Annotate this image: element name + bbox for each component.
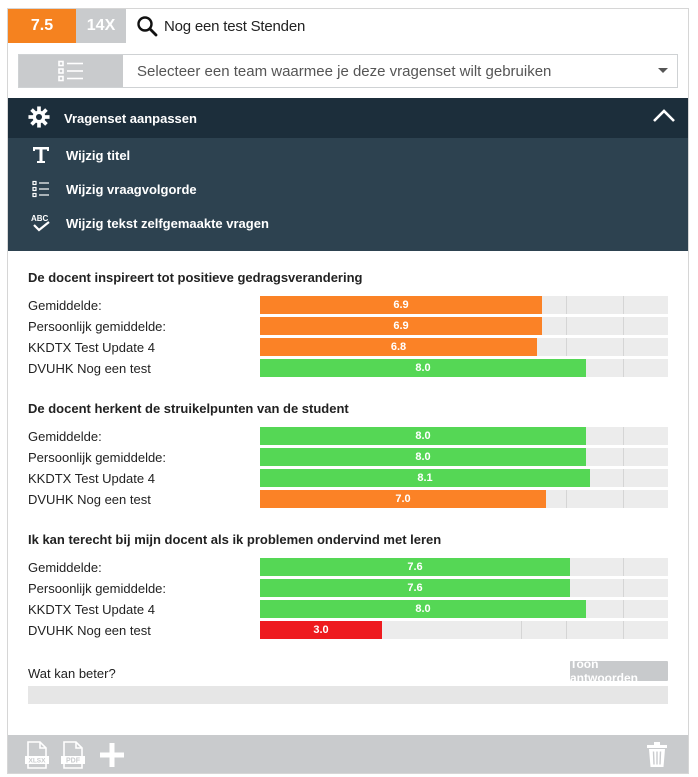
menu-item-edit-order[interactable]: Wijzig vraagvolgorde xyxy=(8,172,688,206)
list-order-icon xyxy=(30,180,52,198)
bar-gridline xyxy=(623,427,624,445)
score-bar-fill: 8.0 xyxy=(260,448,586,466)
row-label: Gemiddelde: xyxy=(28,429,102,444)
score-bar-fill: 6.9 xyxy=(260,317,542,335)
score-bar-fill: 6.9 xyxy=(260,296,542,314)
pdf-label: PDF xyxy=(66,758,81,765)
row-label: Persoonlijk gemiddelde: xyxy=(28,450,167,465)
bar-gridline xyxy=(623,579,624,597)
question-title: De docent inspireert tot positieve gedra… xyxy=(28,270,363,285)
score-bar: 7.6 xyxy=(260,558,668,576)
team-select-placeholder: Selecteer een team waarmee je deze vrage… xyxy=(137,62,552,80)
bar-gridline xyxy=(623,621,624,639)
answers-box xyxy=(28,686,668,704)
bar-gridline xyxy=(623,317,624,335)
abc-spellcheck-icon: ABC xyxy=(30,213,52,233)
pdf-export-icon[interactable]: PDF xyxy=(60,741,86,769)
score-bar-fill: 8.0 xyxy=(260,359,586,377)
show-answers-button[interactable]: Toon antwoorden xyxy=(570,657,668,685)
menu-item-label: Wijzig tekst zelfgemaakte vragen xyxy=(66,215,269,231)
score-bar: 6.9 xyxy=(260,296,668,314)
text-t-icon xyxy=(30,146,52,164)
bar-gridline xyxy=(623,600,624,618)
score-bar-fill: 6.8 xyxy=(260,338,537,356)
menu-item-edit-title[interactable]: Wijzig titel xyxy=(8,138,688,172)
list-icon xyxy=(19,55,123,87)
bar-gridline xyxy=(623,359,624,377)
bar-gridline xyxy=(623,490,624,508)
menu-item-edit-custom-text[interactable]: ABC Wijzig tekst zelfgemaakte vragen xyxy=(8,206,688,240)
score-bar: 8.0 xyxy=(260,600,668,618)
settings-toggle[interactable]: Vragenset aanpassen xyxy=(8,98,688,138)
open-question-label: Wat kan beter? xyxy=(28,666,116,681)
score-badge: 7.5 xyxy=(8,9,76,43)
row-label: KKDTX Test Update 4 xyxy=(28,602,155,617)
xlsx-export-icon[interactable]: XLSX xyxy=(24,741,50,769)
question-title: Ik kan terecht bij mijn docent als ik pr… xyxy=(28,532,442,547)
bar-gridline xyxy=(566,621,567,639)
score-bar-fill: 7.6 xyxy=(260,558,570,576)
chevron-down-icon xyxy=(649,68,677,74)
trash-icon[interactable] xyxy=(644,741,670,769)
score-bar-fill: 3.0 xyxy=(260,621,382,639)
xlsx-label: XLSX xyxy=(29,758,47,765)
response-count-badge: 14X xyxy=(76,9,126,43)
bar-gridline xyxy=(566,296,567,314)
bar-gridline xyxy=(566,317,567,335)
score-bar: 6.8 xyxy=(260,338,668,356)
score-bar: 6.9 xyxy=(260,317,668,335)
bar-gridline xyxy=(623,558,624,576)
team-select[interactable]: Selecteer een team waarmee je deze vrage… xyxy=(18,54,678,88)
svg-text:ABC: ABC xyxy=(31,214,49,223)
bar-gridline xyxy=(623,296,624,314)
row-label: KKDTX Test Update 4 xyxy=(28,471,155,486)
row-label: Gemiddelde: xyxy=(28,560,102,575)
score-bar-fill: 8.0 xyxy=(260,600,586,618)
add-icon[interactable] xyxy=(98,741,126,769)
question-set-title: Nog een test Stenden xyxy=(164,17,306,35)
row-label: Gemiddelde: xyxy=(28,298,102,313)
row-label: Persoonlijk gemiddelde: xyxy=(28,581,167,596)
gear-icon xyxy=(28,105,50,131)
footer-toolbar: XLSX PDF xyxy=(8,735,688,773)
row-label: KKDTX Test Update 4 xyxy=(28,340,155,355)
score-bar-fill: 8.0 xyxy=(260,427,586,445)
bar-gridline xyxy=(623,469,624,487)
score-bar: 7.6 xyxy=(260,579,668,597)
row-label: DVUHK Nog een test xyxy=(28,492,151,507)
chevron-up-icon[interactable] xyxy=(652,108,676,127)
bar-gridline xyxy=(623,338,624,356)
score-bar: 3.0 xyxy=(260,621,668,639)
row-label: DVUHK Nog een test xyxy=(28,623,151,638)
settings-title: Vragenset aanpassen xyxy=(64,110,197,126)
score-bar-fill: 7.0 xyxy=(260,490,546,508)
search-icon[interactable] xyxy=(132,9,162,43)
settings-panel: Vragenset aanpassen Wijzig titel Wijzig … xyxy=(8,98,688,251)
menu-item-label: Wijzig titel xyxy=(66,147,131,163)
score-bar: 8.0 xyxy=(260,448,668,466)
score-bar: 8.0 xyxy=(260,427,668,445)
question-set-card: 7.5 14X Nog een test Stenden Selecteer e… xyxy=(7,8,689,774)
header-bar: 7.5 14X Nog een test Stenden xyxy=(8,9,688,43)
bar-gridline xyxy=(566,338,567,356)
menu-item-label: Wijzig vraagvolgorde xyxy=(66,181,197,197)
score-bar: 8.0 xyxy=(260,359,668,377)
row-label: DVUHK Nog een test xyxy=(28,361,151,376)
bar-gridline xyxy=(521,621,522,639)
bar-gridline xyxy=(566,490,567,508)
score-bar: 8.1 xyxy=(260,469,668,487)
row-label: Persoonlijk gemiddelde: xyxy=(28,319,167,334)
score-bar-fill: 7.6 xyxy=(260,579,570,597)
question-title: De docent herkent de struikelpunten van … xyxy=(28,401,349,416)
score-bar: 7.0 xyxy=(260,490,668,508)
score-bar-fill: 8.1 xyxy=(260,469,590,487)
bar-gridline xyxy=(623,448,624,466)
